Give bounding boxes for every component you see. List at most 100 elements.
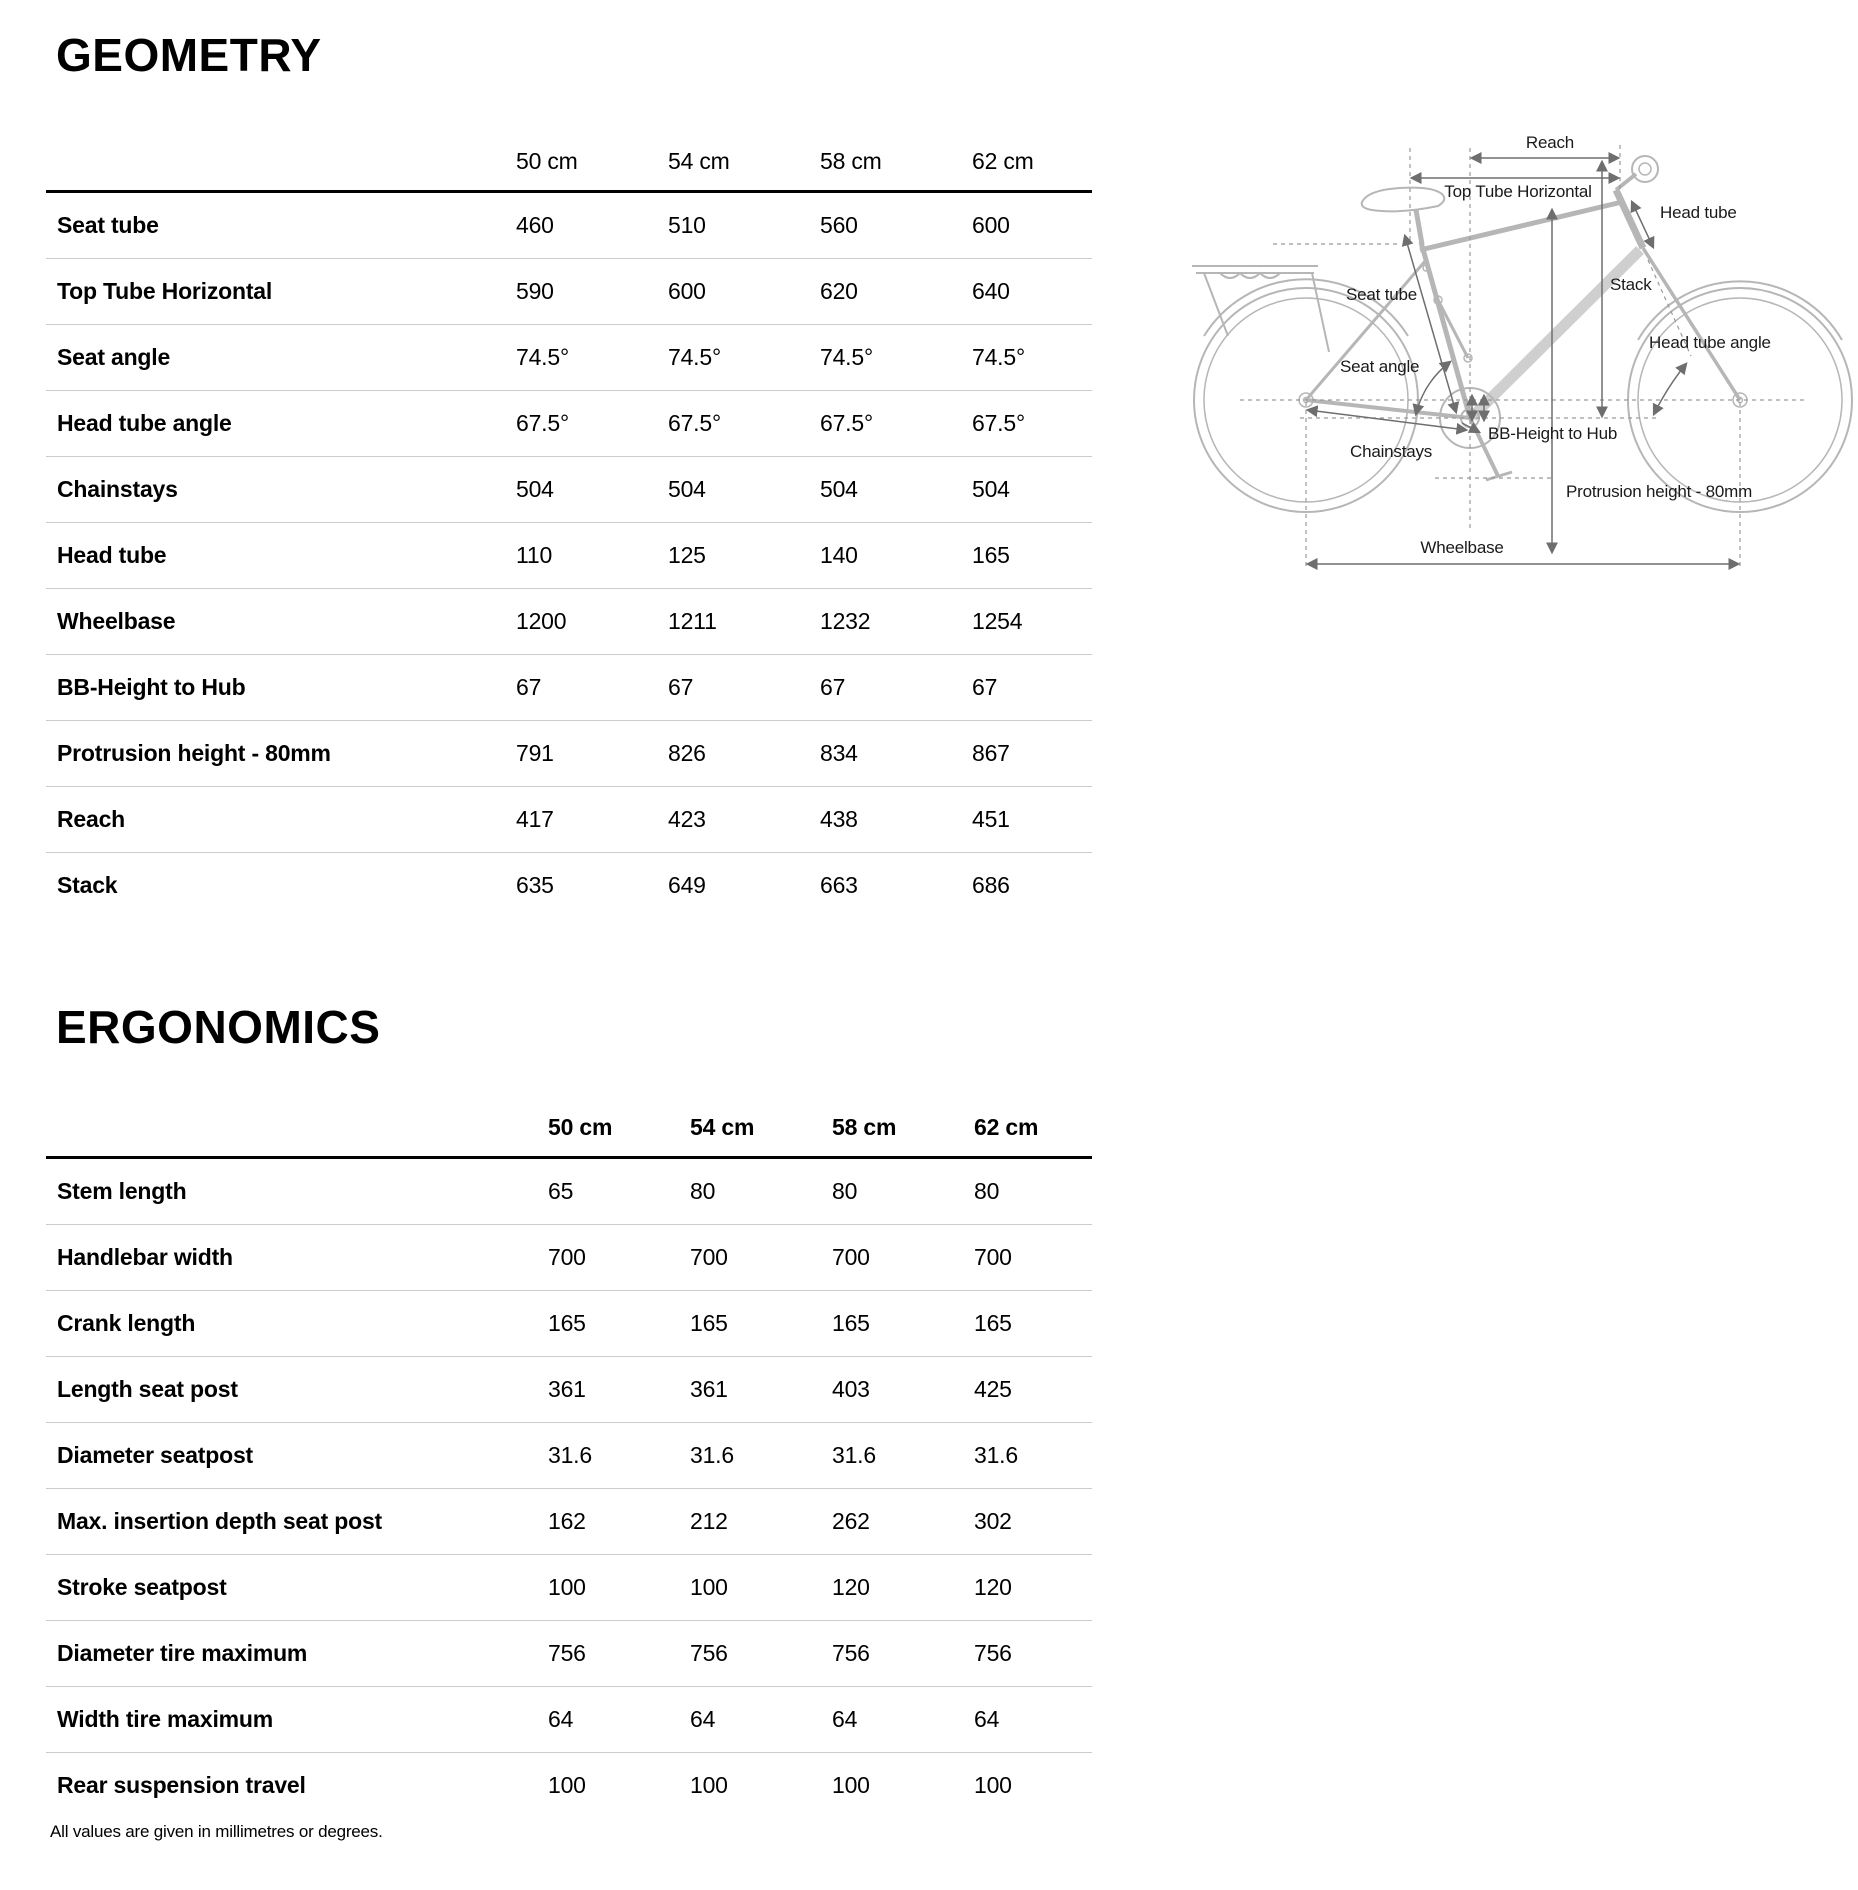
diagram-label-reach: Reach bbox=[1526, 133, 1574, 152]
diagram-label-chainstays: Chainstays bbox=[1350, 442, 1432, 461]
cell-value: 67.5° bbox=[668, 409, 721, 436]
cell-value: 67.5° bbox=[972, 409, 1025, 436]
bike-diagram-svg: Reach Top Tube Horizontal Head tube Stac… bbox=[1192, 133, 1853, 570]
diagram-label-head-tube-angle: Head tube angle bbox=[1649, 333, 1771, 352]
cell-value: 67 bbox=[972, 673, 998, 700]
cell-value: 700 bbox=[832, 1243, 870, 1270]
cell-value: 756 bbox=[548, 1639, 586, 1666]
cell-value: 600 bbox=[668, 277, 706, 304]
cell-value: 504 bbox=[516, 475, 554, 502]
cell-value: 31.6 bbox=[832, 1441, 876, 1468]
header-spacer bbox=[46, 174, 516, 190]
cell-value: 31.6 bbox=[974, 1441, 1018, 1468]
row-label: Top Tube Horizontal bbox=[57, 277, 273, 304]
table-header-row: 50 cm 54 cm 58 cm 62 cm bbox=[46, 112, 1092, 193]
row-label: Head tube angle bbox=[57, 409, 232, 436]
ergonomics-table: 50 cm 54 cm 58 cm 62 cm Stem length 65 80 80 80 H… bbox=[46, 1078, 1092, 1818]
row-label: Stem length bbox=[57, 1177, 187, 1204]
cell-value: 791 bbox=[516, 739, 554, 766]
cell-value: 700 bbox=[548, 1243, 586, 1270]
table-row: Diameter seatpost 31.6 31.6 31.6 31.6 bbox=[46, 1422, 1092, 1488]
row-label: Head tube bbox=[57, 541, 167, 568]
units-footnote: All values are given in millimetres or d… bbox=[50, 1822, 383, 1841]
diagram-label-top-tube-horizontal: Top Tube Horizontal bbox=[1444, 182, 1591, 201]
row-label: Max. insertion depth seat post bbox=[57, 1507, 382, 1534]
cell-value: 74.5° bbox=[972, 343, 1025, 370]
cell-value: 125 bbox=[668, 541, 706, 568]
cell-value: 74.5° bbox=[516, 343, 569, 370]
cell-value: 640 bbox=[972, 277, 1010, 304]
header-spacer bbox=[46, 1140, 548, 1156]
cell-value: 100 bbox=[832, 1771, 870, 1798]
row-label: Width tire maximum bbox=[57, 1705, 274, 1732]
row-label: Rear suspension travel bbox=[57, 1771, 306, 1798]
row-label: Stroke seatpost bbox=[57, 1573, 227, 1600]
row-label: Diameter seatpost bbox=[57, 1441, 254, 1468]
table-row: Length seat post 361 361 403 425 bbox=[46, 1356, 1092, 1422]
table-row: Chainstays 504 504 504 504 bbox=[46, 456, 1092, 522]
cell-value: 504 bbox=[668, 475, 706, 502]
table-row: Head tube angle 67.5° 67.5° 67.5° 67.5° bbox=[46, 390, 1092, 456]
cell-value: 1232 bbox=[820, 607, 871, 634]
cell-value: 560 bbox=[820, 211, 858, 238]
ergonomics-section-title: ERGONOMICS bbox=[56, 1001, 381, 1053]
table-row: Rear suspension travel 100 100 100 100 bbox=[46, 1752, 1092, 1818]
cell-value: 64 bbox=[548, 1705, 574, 1732]
row-label: Stack bbox=[57, 871, 118, 898]
diagram-label-seat-angle: Seat angle bbox=[1340, 357, 1419, 376]
row-label: Seat angle bbox=[57, 343, 171, 370]
cell-value: 165 bbox=[690, 1309, 728, 1336]
cell-value: 590 bbox=[516, 277, 554, 304]
table-row: Handlebar width 700 700 700 700 bbox=[46, 1224, 1092, 1290]
cell-value: 67.5° bbox=[820, 409, 873, 436]
cell-value: 100 bbox=[548, 1771, 586, 1798]
cell-value: 262 bbox=[832, 1507, 870, 1534]
cell-value: 80 bbox=[690, 1177, 716, 1204]
diagram-label-head-tube: Head tube bbox=[1660, 203, 1737, 222]
cell-value: 100 bbox=[690, 1771, 728, 1798]
cell-value: 31.6 bbox=[690, 1441, 734, 1468]
diagram-label-seat-tube: Seat tube bbox=[1346, 285, 1417, 304]
table-row: Stack 635 649 663 686 bbox=[46, 852, 1092, 918]
cell-value: 80 bbox=[974, 1177, 1000, 1204]
cell-value: 504 bbox=[972, 475, 1010, 502]
dimension-labels: Reach Top Tube Horizontal Head tube Stac… bbox=[1340, 133, 1771, 557]
row-label: Crank length bbox=[57, 1309, 196, 1336]
cell-value: 64 bbox=[832, 1705, 858, 1732]
cell-value: 165 bbox=[548, 1309, 586, 1336]
geometry-section-title: GEOMETRY bbox=[56, 29, 322, 81]
cell-value: 67.5° bbox=[516, 409, 569, 436]
cell-value: 600 bbox=[972, 211, 1010, 238]
column-header: 62 cm bbox=[974, 1113, 1039, 1140]
cell-value: 663 bbox=[820, 871, 858, 898]
column-header: 54 cm bbox=[690, 1113, 755, 1140]
cell-value: 700 bbox=[690, 1243, 728, 1270]
cell-value: 417 bbox=[516, 805, 554, 832]
table-row: Top Tube Horizontal 590 600 620 640 bbox=[46, 258, 1092, 324]
cell-value: 212 bbox=[690, 1507, 728, 1534]
cell-value: 425 bbox=[974, 1375, 1012, 1402]
row-label: Protrusion height - 80mm bbox=[57, 739, 331, 766]
row-label: Handlebar width bbox=[57, 1243, 233, 1270]
diagram-label-protrusion-height: Protrusion height - 80mm bbox=[1566, 482, 1752, 501]
cell-value: 80 bbox=[832, 1177, 858, 1204]
column-header: 58 cm bbox=[832, 1113, 897, 1140]
cell-value: 834 bbox=[820, 739, 858, 766]
cell-value: 67 bbox=[820, 673, 846, 700]
column-header: 62 cm bbox=[972, 147, 1034, 174]
cell-value: 635 bbox=[516, 871, 554, 898]
table-row: Protrusion height - 80mm 791 826 834 867 bbox=[46, 720, 1092, 786]
table-header-row: 50 cm 54 cm 58 cm 62 cm bbox=[46, 1078, 1092, 1159]
row-label: Reach bbox=[57, 805, 126, 832]
cell-value: 361 bbox=[548, 1375, 586, 1402]
diagram-label-wheelbase: Wheelbase bbox=[1420, 538, 1503, 557]
cell-value: 64 bbox=[690, 1705, 716, 1732]
row-label: BB-Height to Hub bbox=[57, 673, 246, 700]
table-row: Max. insertion depth seat post 162 212 262 3… bbox=[46, 1488, 1092, 1554]
cell-value: 165 bbox=[974, 1309, 1012, 1336]
cell-value: 686 bbox=[972, 871, 1010, 898]
table-row: Reach 417 423 438 451 bbox=[46, 786, 1092, 852]
cell-value: 74.5° bbox=[668, 343, 721, 370]
cell-value: 120 bbox=[832, 1573, 870, 1600]
